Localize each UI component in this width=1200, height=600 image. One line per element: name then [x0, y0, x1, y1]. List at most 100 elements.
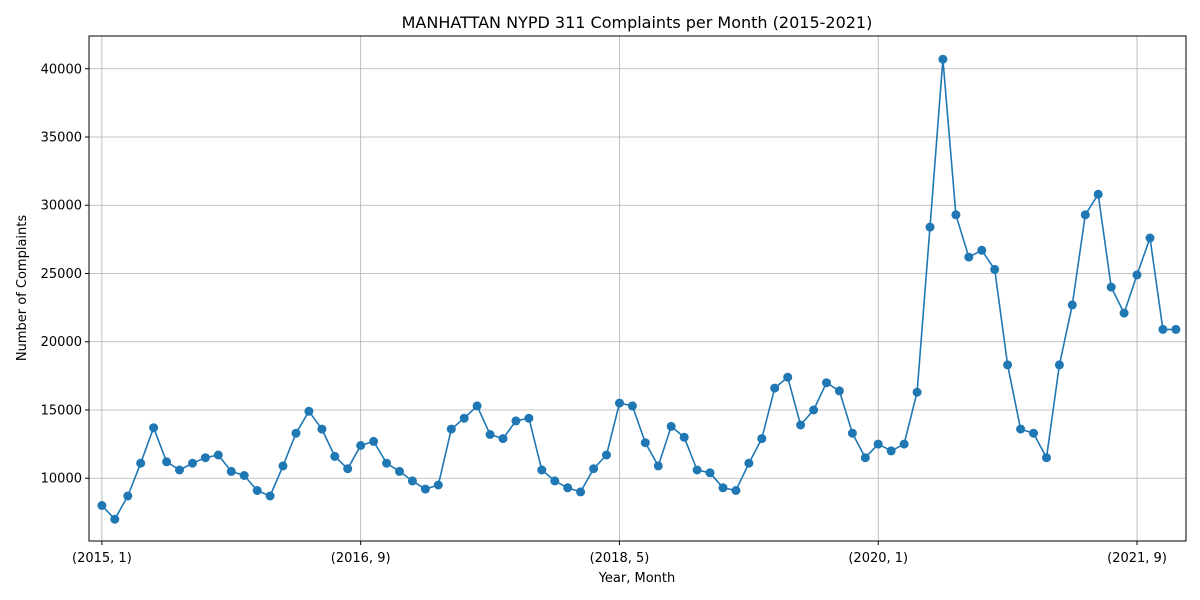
data-point: [511, 416, 521, 426]
data-point: [757, 434, 767, 444]
data-point: [537, 465, 547, 475]
data-point: [705, 468, 715, 478]
data-point: [1119, 308, 1129, 318]
series-line: [101, 58, 1176, 521]
chart-title: MANHATTAN NYPD 311 Complaints per Month …: [402, 13, 873, 32]
data-point: [770, 383, 780, 393]
data-point: [395, 466, 404, 476]
data-point: [407, 476, 417, 486]
data-point: [175, 465, 184, 475]
data-point: [938, 54, 948, 64]
data-point: [1145, 233, 1155, 243]
data-point: [1093, 189, 1103, 199]
data-point: [744, 458, 754, 468]
y-tick-label: 10000: [41, 472, 82, 487]
data-point: [640, 438, 650, 448]
x-axis-ticks: (2015, 1) (2016, 9) (2018, 5) (2020, 1) (202…: [72, 541, 1167, 566]
data-point: [472, 401, 482, 411]
data-point: [550, 476, 560, 486]
data-point: [1029, 428, 1038, 438]
data-point: [783, 372, 793, 382]
y-tick-label: 15000: [41, 403, 82, 418]
data-point: [912, 387, 922, 397]
data-point: [382, 458, 392, 468]
data-point: [162, 457, 172, 467]
x-tick-label: (2018, 5): [590, 551, 650, 566]
data-point: [977, 245, 987, 255]
data-point: [200, 453, 210, 463]
data-point: [188, 458, 197, 468]
x-tick-label: (2020, 1): [848, 551, 908, 566]
data-point: [1003, 360, 1013, 370]
data-point: [291, 428, 301, 438]
data-point: [576, 487, 586, 497]
data-point: [1132, 270, 1142, 280]
data-point: [860, 453, 870, 463]
data-point: [1106, 282, 1116, 292]
data-point: [356, 441, 366, 450]
y-axis-label: Number of Complaints: [15, 215, 30, 361]
y-tick-label: 40000: [41, 62, 82, 77]
data-point: [731, 486, 741, 495]
data-point: [226, 466, 236, 476]
data-point: [498, 434, 508, 444]
y-axis-ticks: 10000 15000 20000 25000 30000 35000 40000: [41, 62, 89, 487]
data-point: [1158, 324, 1168, 334]
data-point: [964, 252, 974, 262]
data-point: [420, 484, 430, 494]
data-point: [796, 420, 806, 430]
data-point: [925, 222, 935, 232]
data-point: [136, 458, 146, 468]
grid-lines: [89, 36, 1186, 541]
data-point: [873, 439, 883, 449]
data-point: [433, 480, 443, 490]
data-point: [563, 483, 573, 493]
data-point: [239, 471, 249, 480]
data-point: [1171, 324, 1181, 334]
data-point: [459, 413, 469, 423]
x-tick-label: (2021, 9): [1107, 551, 1167, 566]
data-points: [97, 54, 1181, 524]
series-polyline: [101, 58, 1176, 521]
data-point: [330, 451, 340, 461]
data-point: [1067, 300, 1077, 310]
x-axis-label: Year, Month: [598, 571, 676, 586]
data-point: [304, 406, 314, 416]
data-point: [213, 450, 223, 460]
y-tick-label: 25000: [41, 267, 82, 282]
data-point: [524, 413, 534, 423]
data-point: [615, 398, 624, 408]
x-tick-label: (2016, 9): [331, 551, 391, 566]
data-point: [123, 491, 133, 501]
data-point: [1042, 453, 1051, 463]
plot-frame: [88, 35, 1187, 542]
data-point: [679, 432, 689, 442]
data-point: [847, 428, 857, 438]
data-point: [317, 424, 327, 434]
y-tick-label: 35000: [41, 131, 82, 146]
data-point: [627, 401, 637, 411]
data-point: [369, 436, 379, 446]
data-point: [278, 461, 288, 471]
y-tick-label: 20000: [41, 335, 82, 350]
data-point: [718, 483, 728, 493]
data-point: [653, 461, 663, 471]
data-point: [252, 486, 262, 495]
data-point: [589, 464, 599, 474]
data-point: [809, 405, 819, 415]
data-point: [265, 491, 275, 501]
data-point: [1016, 424, 1026, 434]
data-point: [149, 423, 159, 433]
data-point: [666, 421, 676, 431]
data-point: [485, 430, 495, 439]
data-point: [899, 439, 909, 449]
data-point: [692, 465, 702, 475]
data-point: [990, 264, 1000, 274]
x-tick-label: (2015, 1): [72, 551, 132, 566]
data-point: [886, 446, 896, 456]
data-point: [97, 501, 107, 510]
data-point: [602, 450, 611, 460]
data-point: [822, 378, 831, 388]
